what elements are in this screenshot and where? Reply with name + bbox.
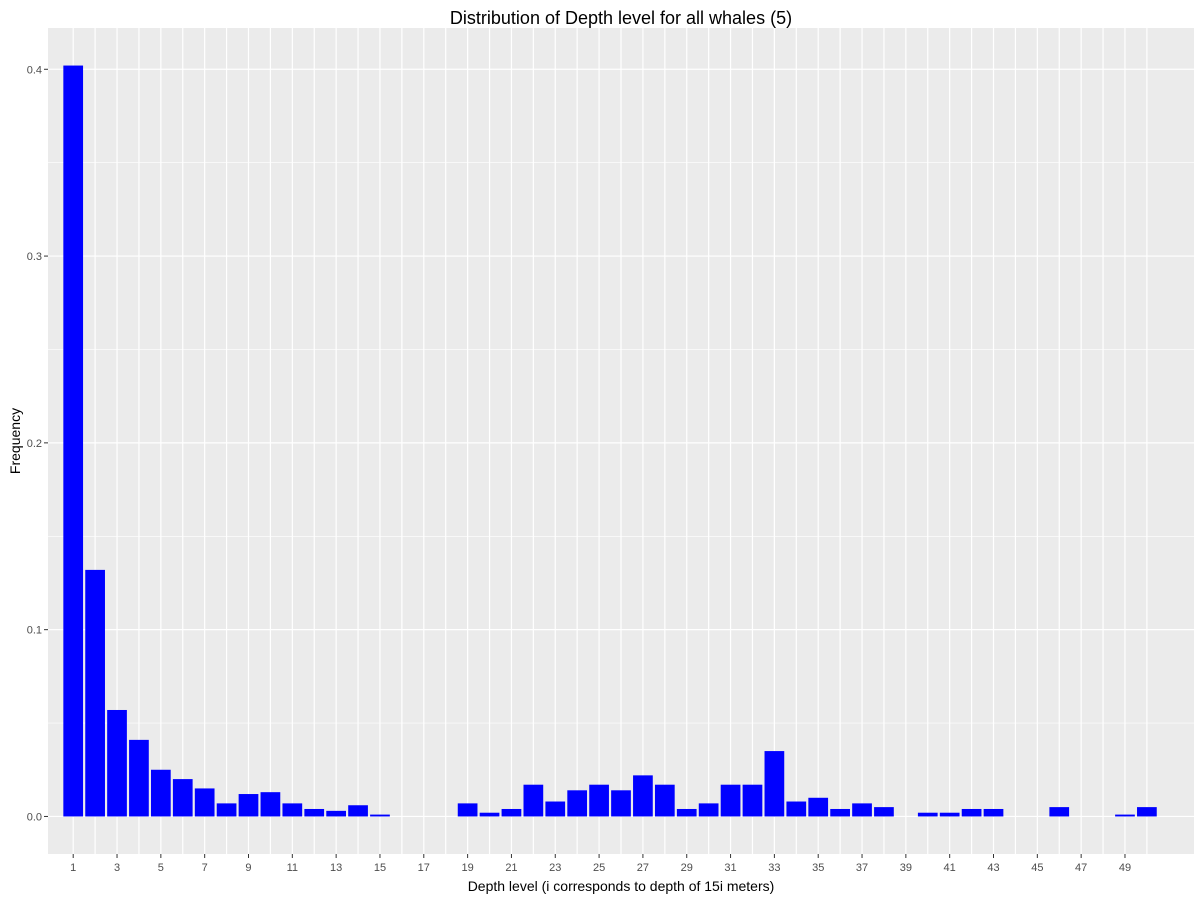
- bar-depth-27: [633, 775, 653, 817]
- x-tick-label: 9: [245, 862, 251, 874]
- bar-depth-25: [589, 784, 609, 817]
- x-tick-label: 15: [374, 862, 386, 874]
- bar-depth-35: [808, 797, 829, 817]
- y-tick-label: 0.1: [27, 625, 42, 637]
- x-tick-label: 39: [900, 862, 912, 874]
- bar-depth-21: [501, 808, 522, 817]
- bar-depth-12: [304, 808, 325, 817]
- x-axis-label: Depth level (i corresponds to depth of 1…: [468, 878, 775, 894]
- x-tick-label: 3: [114, 862, 120, 874]
- bar-depth-26: [611, 790, 631, 817]
- bar-depth-24: [567, 790, 588, 817]
- bar-depth-29: [676, 808, 697, 817]
- bar-depth-46: [1049, 807, 1070, 817]
- x-tick-label: 41: [944, 862, 956, 874]
- bar-depth-50: [1137, 807, 1157, 817]
- bar-depth-10: [260, 792, 281, 817]
- bar-depth-4: [129, 739, 149, 817]
- x-tick-label: 19: [461, 862, 473, 874]
- x-tick-label: 37: [856, 862, 868, 874]
- bar-depth-28: [654, 784, 675, 817]
- bar-depth-23: [545, 801, 566, 817]
- bar-depth-19: [457, 803, 478, 817]
- x-tick-label: 1: [70, 862, 76, 874]
- x-tick-label: 29: [681, 862, 693, 874]
- bar-depth-3: [107, 709, 127, 817]
- bar-depth-38: [874, 807, 894, 817]
- bar-depth-36: [830, 808, 850, 817]
- x-axis-ticks: 1 3 5 7 9 11 13 15 17 19 21 23 25 27 29 31 33 35 37 39 41 43 4…: [70, 854, 1131, 874]
- bar-depth-9: [238, 794, 259, 817]
- x-tick-label: 45: [1031, 862, 1043, 874]
- bar-depth-11: [282, 803, 303, 817]
- bar-depth-41: [939, 812, 960, 817]
- x-tick-label: 33: [768, 862, 780, 874]
- x-tick-label: 47: [1075, 862, 1087, 874]
- bar-depth-37: [852, 803, 872, 817]
- x-tick-label: 25: [593, 862, 605, 874]
- bar-depth-49: [1115, 814, 1135, 817]
- bar-depth-34: [786, 801, 807, 817]
- y-axis-label: Frequency: [7, 408, 23, 474]
- x-tick-label: 5: [158, 862, 164, 874]
- bar-depth-40: [917, 812, 938, 817]
- bar-depth-8: [216, 803, 237, 817]
- x-tick-label: 49: [1119, 862, 1131, 874]
- bars: [63, 65, 1157, 817]
- y-tick-label: 0.0: [27, 811, 42, 823]
- bar-depth-32: [742, 784, 763, 817]
- bar-depth-30: [698, 803, 719, 817]
- chart-title: Distribution of Depth level for all whal…: [450, 8, 792, 28]
- x-tick-label: 23: [549, 862, 561, 874]
- x-tick-label: 11: [287, 862, 298, 874]
- y-axis-ticks: 0.0 0.1 0.2 0.3 0.4: [27, 64, 48, 823]
- y-tick-label: 0.3: [27, 251, 42, 263]
- x-tick-label: 31: [724, 862, 736, 874]
- x-tick-label: 21: [505, 862, 517, 874]
- x-tick-label: 7: [202, 862, 208, 874]
- y-tick-label: 0.2: [27, 438, 42, 450]
- x-tick-label: 17: [418, 862, 430, 874]
- bar-depth-14: [348, 805, 368, 817]
- bar-depth-31: [720, 784, 741, 817]
- bar-depth-42: [961, 808, 982, 817]
- bar-depth-20: [479, 812, 500, 817]
- bar-depth-7: [194, 788, 215, 817]
- x-tick-label: 13: [330, 862, 342, 874]
- bar-depth-15: [370, 814, 390, 817]
- bar-depth-13: [326, 810, 347, 817]
- grid-major: [48, 28, 1194, 854]
- bar-depth-2: [85, 569, 105, 817]
- x-tick-label: 35: [812, 862, 824, 874]
- bar-depth-33: [764, 751, 785, 817]
- bar-depth-6: [172, 779, 193, 817]
- x-tick-label: 43: [987, 862, 999, 874]
- bar-depth-1: [63, 65, 84, 817]
- x-tick-label: 27: [637, 862, 649, 874]
- bar-depth-43: [983, 808, 1004, 817]
- bar-depth-5: [150, 769, 171, 817]
- bar-depth-22: [523, 784, 544, 817]
- y-tick-label: 0.4: [27, 64, 42, 76]
